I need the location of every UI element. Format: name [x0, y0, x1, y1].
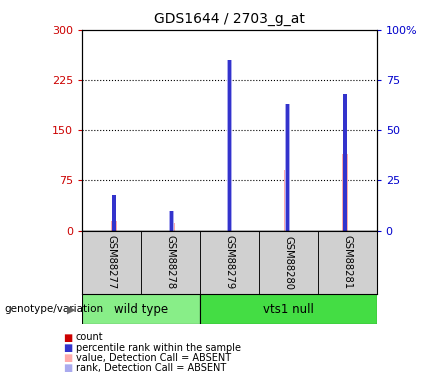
Bar — [141, 231, 200, 294]
Text: rank, Detection Call = ABSENT: rank, Detection Call = ABSENT — [76, 363, 226, 373]
Title: GDS1644 / 2703_g_at: GDS1644 / 2703_g_at — [154, 12, 305, 26]
Bar — [200, 294, 377, 324]
Bar — [228, 229, 231, 231]
Bar — [113, 227, 116, 231]
Text: genotype/variation: genotype/variation — [4, 304, 103, 314]
Bar — [170, 211, 173, 231]
Text: vts1 null: vts1 null — [263, 303, 314, 316]
Text: ■: ■ — [63, 343, 72, 352]
Text: GSM88278: GSM88278 — [165, 236, 176, 290]
Text: ■: ■ — [63, 333, 72, 342]
Bar — [228, 60, 231, 231]
Text: GSM88281: GSM88281 — [342, 236, 352, 290]
Bar — [169, 223, 174, 231]
Bar — [111, 220, 117, 231]
Bar — [343, 229, 346, 231]
Text: count: count — [76, 333, 103, 342]
Text: GSM88277: GSM88277 — [107, 236, 117, 290]
Bar — [227, 60, 232, 231]
Bar — [113, 195, 116, 231]
Bar — [259, 231, 318, 294]
Bar — [112, 195, 116, 231]
Bar — [284, 170, 290, 231]
Text: ▶: ▶ — [67, 304, 76, 314]
Bar — [226, 80, 233, 231]
Bar — [286, 104, 289, 231]
Bar — [286, 228, 289, 231]
Text: value, Detection Call = ABSENT: value, Detection Call = ABSENT — [76, 353, 231, 363]
Bar — [82, 231, 141, 294]
Bar — [169, 211, 174, 231]
Text: ■: ■ — [63, 363, 72, 373]
Bar — [82, 294, 200, 324]
Bar — [318, 231, 377, 294]
Text: percentile rank within the sample: percentile rank within the sample — [76, 343, 241, 352]
Text: ■: ■ — [63, 353, 72, 363]
Text: wild type: wild type — [114, 303, 168, 316]
Text: GSM88280: GSM88280 — [283, 236, 294, 290]
Text: GSM88279: GSM88279 — [224, 236, 235, 290]
Bar — [342, 154, 348, 231]
Bar — [170, 229, 173, 231]
Bar — [200, 231, 259, 294]
Bar — [343, 94, 347, 231]
Bar — [285, 104, 290, 231]
Bar — [343, 94, 346, 231]
